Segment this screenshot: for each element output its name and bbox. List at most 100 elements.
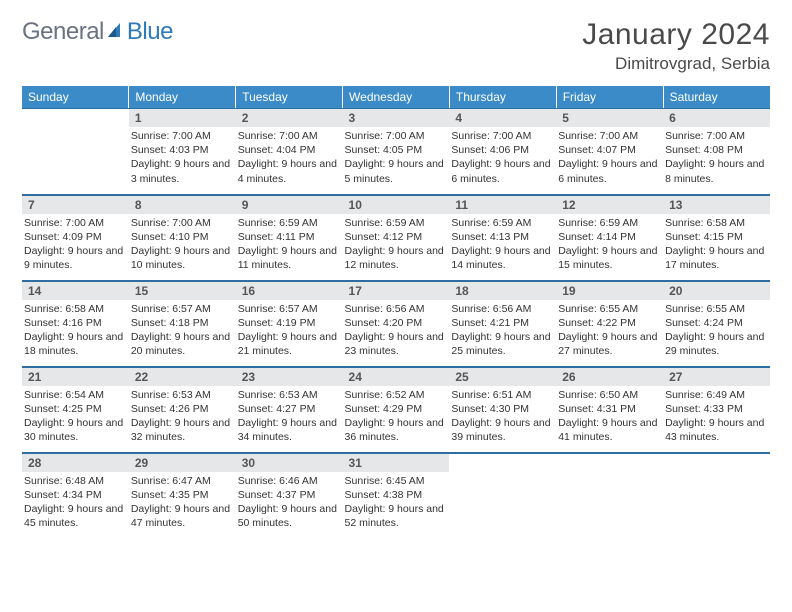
- sunset-text: Sunset: 4:33 PM: [665, 402, 768, 416]
- calendar-day-cell: 9Sunrise: 6:59 AMSunset: 4:11 PMDaylight…: [236, 195, 343, 281]
- daylight-text: Daylight: 9 hours and 8 minutes.: [665, 157, 768, 185]
- sunrise-text: Sunrise: 6:59 AM: [345, 216, 448, 230]
- sunset-text: Sunset: 4:05 PM: [345, 143, 448, 157]
- day-number: 27: [663, 368, 770, 386]
- daylight-text: Daylight: 9 hours and 3 minutes.: [131, 157, 234, 185]
- sunset-text: Sunset: 4:26 PM: [131, 402, 234, 416]
- sunset-text: Sunset: 4:19 PM: [238, 316, 341, 330]
- day-number: 28: [22, 454, 129, 472]
- day-number: 12: [556, 196, 663, 214]
- calendar-day-cell: 19Sunrise: 6:55 AMSunset: 4:22 PMDayligh…: [556, 281, 663, 367]
- day-details: Sunrise: 6:56 AMSunset: 4:21 PMDaylight:…: [449, 300, 556, 361]
- sunset-text: Sunset: 4:16 PM: [24, 316, 127, 330]
- daylight-text: Daylight: 9 hours and 27 minutes.: [558, 330, 661, 358]
- calendar-day-cell: 29Sunrise: 6:47 AMSunset: 4:35 PMDayligh…: [129, 453, 236, 539]
- day-details: Sunrise: 7:00 AMSunset: 4:03 PMDaylight:…: [129, 127, 236, 188]
- day-details: Sunrise: 7:00 AMSunset: 4:09 PMDaylight:…: [22, 214, 129, 275]
- daylight-text: Daylight: 9 hours and 20 minutes.: [131, 330, 234, 358]
- daylight-text: Daylight: 9 hours and 23 minutes.: [345, 330, 448, 358]
- calendar-day-cell: 2Sunrise: 7:00 AMSunset: 4:04 PMDaylight…: [236, 109, 343, 195]
- calendar-day-cell: [449, 453, 556, 539]
- day-number: 15: [129, 282, 236, 300]
- sunset-text: Sunset: 4:13 PM: [451, 230, 554, 244]
- day-details: Sunrise: 6:57 AMSunset: 4:19 PMDaylight:…: [236, 300, 343, 361]
- day-details: Sunrise: 6:55 AMSunset: 4:22 PMDaylight:…: [556, 300, 663, 361]
- day-number: 24: [343, 368, 450, 386]
- calendar-document: General Blue January 2024 Dimitrovgrad, …: [0, 0, 792, 549]
- sunrise-text: Sunrise: 6:59 AM: [238, 216, 341, 230]
- logo-word-blue: Blue: [127, 18, 173, 46]
- day-details: Sunrise: 7:00 AMSunset: 4:07 PMDaylight:…: [556, 127, 663, 188]
- daylight-text: Daylight: 9 hours and 29 minutes.: [665, 330, 768, 358]
- daylight-text: Daylight: 9 hours and 25 minutes.: [451, 330, 554, 358]
- logo-sail-icon: [106, 18, 126, 46]
- weekday-header: Monday: [129, 86, 236, 109]
- calendar-day-cell: 28Sunrise: 6:48 AMSunset: 4:34 PMDayligh…: [22, 453, 129, 539]
- sunrise-text: Sunrise: 6:54 AM: [24, 388, 127, 402]
- sunrise-text: Sunrise: 6:57 AM: [131, 302, 234, 316]
- calendar-day-cell: 7Sunrise: 7:00 AMSunset: 4:09 PMDaylight…: [22, 195, 129, 281]
- sunset-text: Sunset: 4:09 PM: [24, 230, 127, 244]
- sunrise-text: Sunrise: 6:55 AM: [665, 302, 768, 316]
- calendar-day-cell: 17Sunrise: 6:56 AMSunset: 4:20 PMDayligh…: [343, 281, 450, 367]
- day-number: 22: [129, 368, 236, 386]
- sunrise-text: Sunrise: 6:55 AM: [558, 302, 661, 316]
- sunrise-text: Sunrise: 6:46 AM: [238, 474, 341, 488]
- sunrise-text: Sunrise: 7:00 AM: [558, 129, 661, 143]
- daylight-text: Daylight: 9 hours and 41 minutes.: [558, 416, 661, 444]
- day-number: 25: [449, 368, 556, 386]
- sunrise-text: Sunrise: 6:59 AM: [451, 216, 554, 230]
- calendar-week-row: 28Sunrise: 6:48 AMSunset: 4:34 PMDayligh…: [22, 453, 770, 539]
- day-number: 2: [236, 109, 343, 127]
- day-number: 20: [663, 282, 770, 300]
- daylight-text: Daylight: 9 hours and 36 minutes.: [345, 416, 448, 444]
- calendar-day-cell: 4Sunrise: 7:00 AMSunset: 4:06 PMDaylight…: [449, 109, 556, 195]
- day-details: Sunrise: 6:53 AMSunset: 4:27 PMDaylight:…: [236, 386, 343, 447]
- day-details: Sunrise: 6:52 AMSunset: 4:29 PMDaylight:…: [343, 386, 450, 447]
- daylight-text: Daylight: 9 hours and 30 minutes.: [24, 416, 127, 444]
- daylight-text: Daylight: 9 hours and 4 minutes.: [238, 157, 341, 185]
- day-number: 7: [22, 196, 129, 214]
- sunrise-text: Sunrise: 6:53 AM: [238, 388, 341, 402]
- day-number: 6: [663, 109, 770, 127]
- sunrise-text: Sunrise: 6:45 AM: [345, 474, 448, 488]
- logo: General Blue: [22, 18, 173, 46]
- daylight-text: Daylight: 9 hours and 39 minutes.: [451, 416, 554, 444]
- page-title: January 2024: [582, 18, 770, 52]
- calendar-day-cell: 24Sunrise: 6:52 AMSunset: 4:29 PMDayligh…: [343, 367, 450, 453]
- daylight-text: Daylight: 9 hours and 5 minutes.: [345, 157, 448, 185]
- sunset-text: Sunset: 4:03 PM: [131, 143, 234, 157]
- calendar-day-cell: 18Sunrise: 6:56 AMSunset: 4:21 PMDayligh…: [449, 281, 556, 367]
- day-number: 9: [236, 196, 343, 214]
- daylight-text: Daylight: 9 hours and 15 minutes.: [558, 244, 661, 272]
- weekday-header: Thursday: [449, 86, 556, 109]
- calendar-day-cell: 6Sunrise: 7:00 AMSunset: 4:08 PMDaylight…: [663, 109, 770, 195]
- daylight-text: Daylight: 9 hours and 47 minutes.: [131, 502, 234, 530]
- sunrise-text: Sunrise: 7:00 AM: [345, 129, 448, 143]
- daylight-text: Daylight: 9 hours and 52 minutes.: [345, 502, 448, 530]
- calendar-day-cell: 27Sunrise: 6:49 AMSunset: 4:33 PMDayligh…: [663, 367, 770, 453]
- day-details: Sunrise: 6:56 AMSunset: 4:20 PMDaylight:…: [343, 300, 450, 361]
- sunset-text: Sunset: 4:06 PM: [451, 143, 554, 157]
- calendar-week-row: 14Sunrise: 6:58 AMSunset: 4:16 PMDayligh…: [22, 281, 770, 367]
- calendar-day-cell: 25Sunrise: 6:51 AMSunset: 4:30 PMDayligh…: [449, 367, 556, 453]
- daylight-text: Daylight: 9 hours and 18 minutes.: [24, 330, 127, 358]
- day-number: 5: [556, 109, 663, 127]
- day-number: 18: [449, 282, 556, 300]
- calendar-day-cell: 12Sunrise: 6:59 AMSunset: 4:14 PMDayligh…: [556, 195, 663, 281]
- daylight-text: Daylight: 9 hours and 45 minutes.: [24, 502, 127, 530]
- calendar-day-cell: [22, 109, 129, 195]
- day-details: Sunrise: 6:51 AMSunset: 4:30 PMDaylight:…: [449, 386, 556, 447]
- day-number: 17: [343, 282, 450, 300]
- calendar-day-cell: 11Sunrise: 6:59 AMSunset: 4:13 PMDayligh…: [449, 195, 556, 281]
- calendar-day-cell: 23Sunrise: 6:53 AMSunset: 4:27 PMDayligh…: [236, 367, 343, 453]
- daylight-text: Daylight: 9 hours and 50 minutes.: [238, 502, 341, 530]
- sunset-text: Sunset: 4:35 PM: [131, 488, 234, 502]
- weekday-header: Wednesday: [343, 86, 450, 109]
- sunset-text: Sunset: 4:20 PM: [345, 316, 448, 330]
- calendar-day-cell: 21Sunrise: 6:54 AMSunset: 4:25 PMDayligh…: [22, 367, 129, 453]
- day-details: Sunrise: 6:59 AMSunset: 4:12 PMDaylight:…: [343, 214, 450, 275]
- day-details: Sunrise: 6:47 AMSunset: 4:35 PMDaylight:…: [129, 472, 236, 533]
- daylight-text: Daylight: 9 hours and 17 minutes.: [665, 244, 768, 272]
- sunrise-text: Sunrise: 7:00 AM: [24, 216, 127, 230]
